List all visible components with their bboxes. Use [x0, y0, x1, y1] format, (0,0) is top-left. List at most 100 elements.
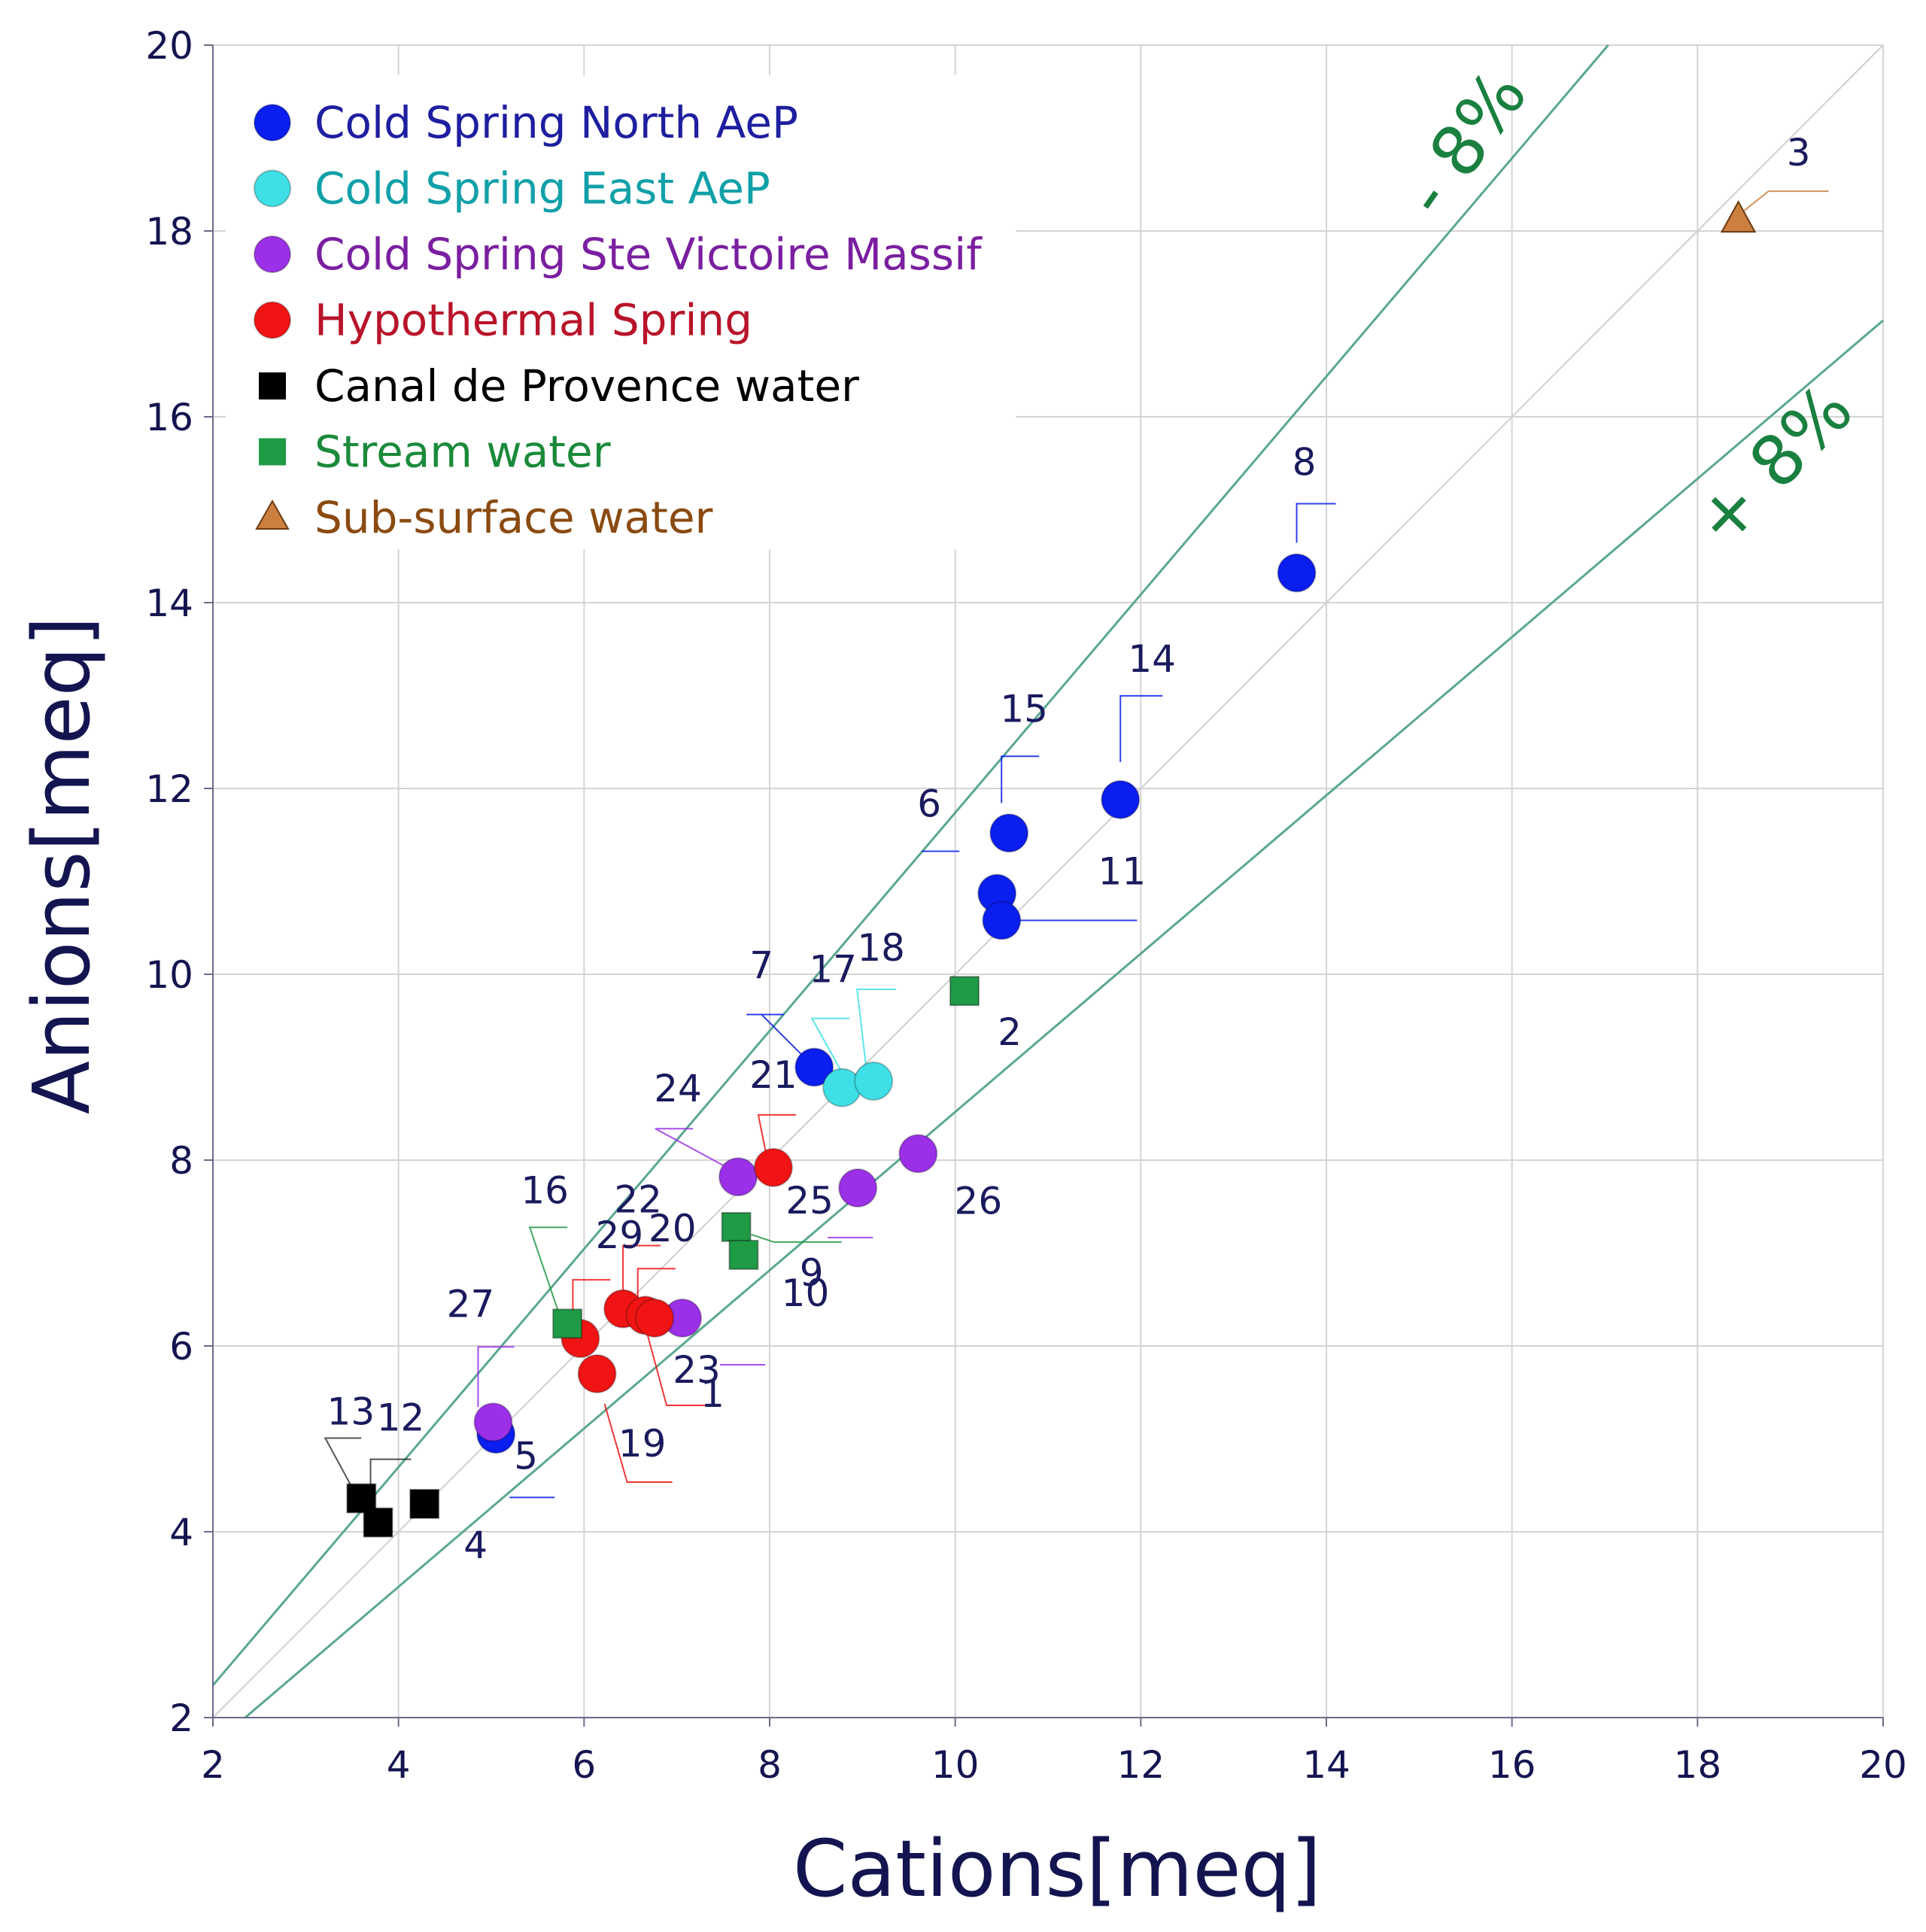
leader-17	[810, 1017, 850, 1074]
point-label-10: 10	[782, 1271, 830, 1315]
point-16	[552, 1308, 583, 1339]
point-label-21: 21	[749, 1053, 797, 1097]
point-4	[409, 1488, 440, 1519]
legend-marker-square	[259, 438, 286, 466]
point-23	[635, 1298, 675, 1338]
leader-27	[477, 1346, 515, 1408]
y-tick-label: 16	[145, 396, 193, 439]
point-label-5: 5	[514, 1434, 538, 1478]
leader-29	[572, 1279, 611, 1324]
point-label-26: 26	[955, 1179, 1003, 1223]
y-tick-label: 14	[145, 582, 193, 625]
point-18	[854, 1062, 894, 1101]
legend-entry-label: Cold Spring North AeP	[314, 97, 798, 148]
point-label-18: 18	[857, 926, 905, 970]
point-label-7: 7	[749, 944, 773, 988]
leader-18	[856, 989, 897, 1067]
point-9	[721, 1211, 752, 1242]
point-label-11: 11	[1098, 849, 1147, 893]
x-tick-label: 6	[572, 1743, 596, 1787]
point-label-1: 1	[700, 1372, 725, 1416]
legend: Cold Spring North AeP Cold Spring East Ae…	[226, 75, 1016, 549]
x-tick-label: 20	[1859, 1743, 1907, 1787]
legend-marker-triangle	[255, 499, 290, 530]
y-tick-label: 6	[169, 1325, 193, 1368]
point-19	[577, 1354, 617, 1394]
point-label-16: 16	[521, 1168, 569, 1212]
legend-marker-circle	[254, 301, 291, 339]
x-tick-label: 16	[1488, 1743, 1536, 1787]
point-label-13: 13	[327, 1390, 375, 1434]
legend-marker-circle	[254, 104, 291, 141]
minus-8-percent-line	[211, 44, 1609, 1687]
point-label-25: 25	[785, 1179, 834, 1223]
x-tick-label: 18	[1674, 1743, 1722, 1787]
leader-20	[636, 1268, 676, 1301]
legend-entry-label: Stream water	[314, 427, 611, 478]
leader-9	[751, 1233, 842, 1243]
x-tick-label: 12	[1117, 1743, 1165, 1787]
legend-marker-circle	[254, 169, 291, 208]
point-label-3: 3	[1787, 131, 1811, 175]
leader-16	[528, 1226, 568, 1317]
y-tick-label: 4	[169, 1511, 193, 1554]
legend-entry-label: Cold Spring East AeP	[314, 163, 770, 214]
point-label-6: 6	[917, 782, 941, 826]
x-tick-label: 4	[387, 1743, 411, 1787]
point-label-24: 24	[654, 1067, 702, 1110]
y-tick-label: 8	[169, 1139, 193, 1183]
point-8	[1277, 553, 1317, 593]
point-14	[1101, 779, 1141, 819]
x-tick-label: 2	[201, 1743, 225, 1787]
point-label-17: 17	[809, 948, 857, 992]
leader-13	[324, 1437, 362, 1492]
point-label-20: 20	[649, 1207, 697, 1250]
point-label-9: 9	[800, 1251, 824, 1295]
leader-14	[1119, 694, 1163, 762]
point-label-19: 19	[618, 1422, 667, 1466]
leader-7	[746, 1013, 807, 1061]
legend-entry-label: Sub-surface water	[314, 492, 713, 543]
point-25	[838, 1168, 878, 1208]
point-26	[898, 1134, 938, 1174]
legend-entry-label: Hypothermal Spring	[314, 295, 752, 346]
point-24	[718, 1157, 758, 1197]
legend-entry-label: Cold Spring Ste Victoire Massif	[314, 229, 983, 280]
point-label-15: 15	[1000, 687, 1048, 731]
point-27	[473, 1402, 513, 1442]
point-label-29: 29	[596, 1214, 644, 1257]
point-15	[989, 813, 1029, 853]
point-label-12: 12	[377, 1396, 425, 1440]
x-tick-label: 14	[1302, 1743, 1350, 1787]
point-label-27: 27	[447, 1282, 495, 1326]
point-label-8: 8	[1293, 440, 1317, 484]
y-tick-label: 10	[145, 953, 193, 997]
legend-marker-square	[259, 372, 286, 399]
y-tick-label: 2	[169, 1697, 193, 1740]
point-label-2: 2	[998, 1010, 1022, 1054]
leader-24	[655, 1128, 731, 1171]
x-tick-label: 8	[758, 1743, 782, 1787]
point-3	[1720, 200, 1757, 233]
point-21	[753, 1147, 793, 1187]
leader-15	[1001, 755, 1040, 803]
data-points	[346, 200, 1757, 1538]
point-7	[794, 1047, 834, 1087]
leader-22	[622, 1244, 661, 1294]
x-axis-title: Cations[meq]	[793, 1823, 1321, 1915]
point-11	[982, 901, 1022, 940]
legend-entry-label: Canal de Provence water	[314, 360, 859, 412]
point-label-14: 14	[1128, 637, 1176, 681]
y-tick-label: 12	[145, 767, 193, 811]
point-label-23: 23	[673, 1348, 721, 1392]
legend-marker-circle	[254, 235, 291, 273]
y-tick-label: 18	[145, 210, 193, 254]
point-label-4: 4	[463, 1523, 488, 1567]
point-12	[363, 1507, 393, 1538]
label-leaders	[324, 190, 1829, 1508]
y-axis-title: Anions[meq]	[16, 616, 108, 1114]
x-tick-label: 10	[931, 1743, 980, 1787]
leader-23	[646, 1332, 712, 1406]
